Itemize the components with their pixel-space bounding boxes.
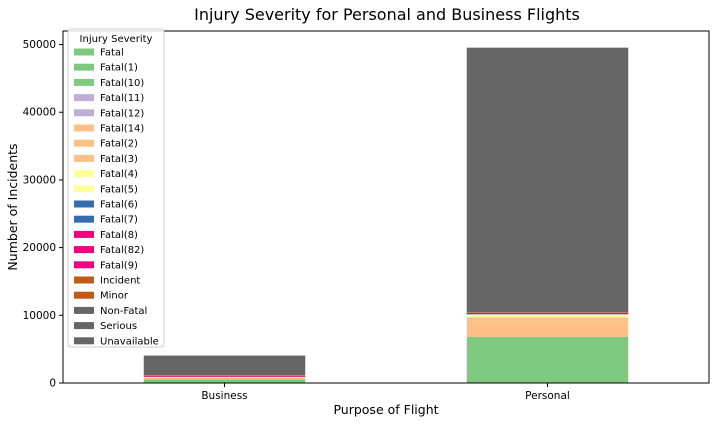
legend-swatch (74, 276, 94, 284)
legend-label: Fatal(6) (100, 200, 138, 211)
bar-segment-personal-fatal-5 (466, 314, 629, 316)
legend-swatch (74, 291, 94, 299)
legend-swatch (74, 48, 94, 56)
x-axis-label: Purpose of Flight (333, 402, 438, 417)
bar-segment-business-non-fatal (143, 355, 306, 376)
legend-swatch (74, 78, 94, 86)
legend-label: Fatal(1) (100, 63, 138, 74)
legend-label: Unavailable (100, 336, 159, 347)
y-tick-label: 30000 (23, 174, 56, 186)
y-tick-label: 40000 (23, 107, 56, 119)
legend-label: Fatal(14) (100, 124, 144, 135)
bar-segment-personal-fatal (466, 336, 629, 383)
legend-label: Fatal(3) (100, 154, 138, 165)
y-axis-label: Number of Incidents (5, 143, 20, 270)
y-tick-label: 0 (49, 378, 56, 390)
legend-swatch (74, 124, 94, 132)
legend-swatch (74, 109, 94, 117)
bar-segment-business-fatal-2 (143, 377, 306, 380)
legend-swatch (74, 200, 94, 208)
legend-label: Fatal(4) (100, 169, 138, 180)
y-axis: 0 10000 20000 30000 40000 50000 (23, 39, 63, 390)
legend-label: Fatal(7) (100, 215, 138, 226)
legend-swatch (74, 246, 94, 254)
x-tick-label: Personal (525, 390, 570, 402)
bar-segment-personal-fatal-3 (466, 317, 629, 322)
legend-swatch (74, 306, 94, 314)
bar-segment-personal-fatal-4 (466, 315, 629, 318)
legend-label: Fatal(5) (100, 184, 138, 195)
legend: Injury Severity Fatal Fatal(1) Fatal(10) Fat… (67, 28, 165, 348)
bar-segment-personal-non-fatal (466, 47, 629, 313)
legend-swatch (74, 139, 94, 147)
legend-swatch (74, 261, 94, 269)
legend-title: Injury Severity (80, 34, 153, 45)
x-axis: Business Personal (201, 383, 570, 402)
y-tick-label: 20000 (23, 242, 56, 254)
legend-label: Fatal(9) (100, 260, 138, 271)
bar-segment-business-fatal-3 (143, 377, 306, 378)
legend-label: Incident (100, 276, 140, 287)
plot-frame (62, 30, 710, 384)
legend-swatch (74, 230, 94, 238)
bar-layer (143, 47, 629, 383)
legend-label: Serious (100, 321, 137, 332)
legend-swatch (74, 170, 94, 178)
bar-segment-personal-fatal-2 (466, 321, 629, 337)
x-tick-label: Business (201, 390, 247, 402)
legend-label: Fatal(10) (100, 78, 144, 89)
chart-title: Injury Severity for Personal and Busines… (194, 5, 580, 24)
legend-swatch (74, 154, 94, 162)
legend-label: Non-Fatal (100, 306, 147, 317)
legend-swatch (74, 215, 94, 223)
legend-label: Fatal(8) (100, 230, 138, 241)
legend-label: Fatal(2) (100, 139, 138, 150)
y-tick-label: 50000 (23, 39, 56, 51)
legend-swatch (74, 94, 94, 102)
legend-swatch (74, 322, 94, 330)
bar-segment-business-fatal (143, 379, 306, 383)
legend-label: Fatal (100, 48, 124, 59)
legend-label: Fatal(11) (100, 93, 144, 104)
legend-label: Fatal(12) (100, 108, 144, 119)
legend-swatch (74, 185, 94, 193)
legend-label: Minor (100, 291, 129, 302)
bar-segment-personal-fatal-8 (466, 312, 629, 315)
bar-segment-business-fatal-8 (143, 375, 306, 377)
y-tick-label: 10000 (23, 310, 56, 322)
legend-swatch (74, 63, 94, 71)
legend-label: Fatal(82) (100, 245, 144, 256)
legend-swatch (74, 337, 94, 345)
